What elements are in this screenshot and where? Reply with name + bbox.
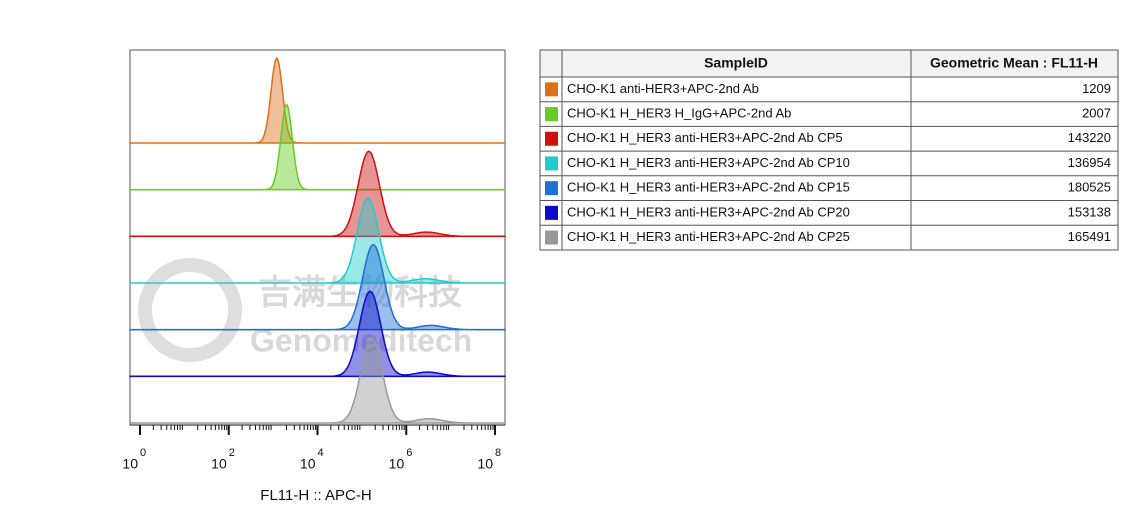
- legend-swatch: [545, 181, 558, 196]
- histogram: [130, 57, 505, 144]
- sample-id: CHO-K1 H_HER3 H_IgG+APC-2nd Ab: [567, 105, 791, 120]
- plot-frame: [129, 49, 506, 426]
- watermark-logo: [138, 258, 242, 362]
- sample-id: CHO-K1 H_HER3 anti-HER3+APC-2nd Ab CP20: [567, 204, 850, 219]
- legend-swatch: [545, 107, 558, 122]
- table-header-cell: Geometric Mean : FL11-H: [930, 55, 1098, 71]
- geometric-mean: 153138: [1068, 204, 1111, 219]
- x-tick-exponent: 8: [495, 447, 501, 459]
- sample-id: CHO-K1 H_HER3 anti-HER3+APC-2nd Ab CP15: [567, 180, 850, 195]
- x-axis-label: FL11-H :: APC-H: [260, 487, 371, 504]
- histogram: [130, 197, 505, 284]
- x-tick-label: 10: [389, 456, 405, 472]
- geometric-mean: 1209: [1082, 81, 1111, 96]
- x-tick-label: 10: [477, 456, 493, 472]
- x-tick-label: 10: [300, 456, 316, 472]
- x-tick-exponent: 4: [318, 447, 324, 459]
- histogram: [129, 243, 506, 331]
- geometric-mean: 2007: [1082, 105, 1111, 120]
- x-tick-exponent: 2: [229, 447, 235, 459]
- histogram: [130, 337, 505, 424]
- x-tick-label: 10: [122, 456, 138, 472]
- histogram: [129, 104, 506, 191]
- table-header-cell: SampleID: [704, 55, 768, 71]
- legend-swatch: [545, 82, 558, 97]
- x-tick-label: 10: [211, 456, 227, 472]
- x-tick-exponent: 0: [140, 447, 146, 459]
- sample-id: CHO-K1 anti-HER3+APC-2nd Ab: [567, 81, 759, 96]
- table-header: [539, 49, 1119, 78]
- legend-swatch: [545, 205, 558, 220]
- x-tick-exponent: 6: [406, 447, 412, 459]
- legend-swatch: [545, 131, 558, 146]
- legend-swatch: [545, 230, 558, 245]
- histogram: [129, 290, 506, 378]
- histogram: [129, 150, 506, 238]
- geometric-mean: 180525: [1068, 180, 1111, 195]
- geometric-mean: 165491: [1068, 229, 1111, 244]
- geometric-mean: 143220: [1068, 130, 1111, 145]
- watermark-en: Genomeditech: [250, 322, 472, 358]
- sample-id: CHO-K1 H_HER3 anti-HER3+APC-2nd Ab CP25: [567, 229, 850, 244]
- sample-id: CHO-K1 H_HER3 anti-HER3+APC-2nd Ab CP5: [567, 130, 843, 145]
- geometric-mean: 136954: [1068, 155, 1111, 170]
- legend-swatch: [545, 156, 558, 171]
- sample-id: CHO-K1 H_HER3 anti-HER3+APC-2nd Ab CP10: [567, 155, 850, 170]
- watermark: 吉满生物科技 Genomeditech: [138, 258, 472, 362]
